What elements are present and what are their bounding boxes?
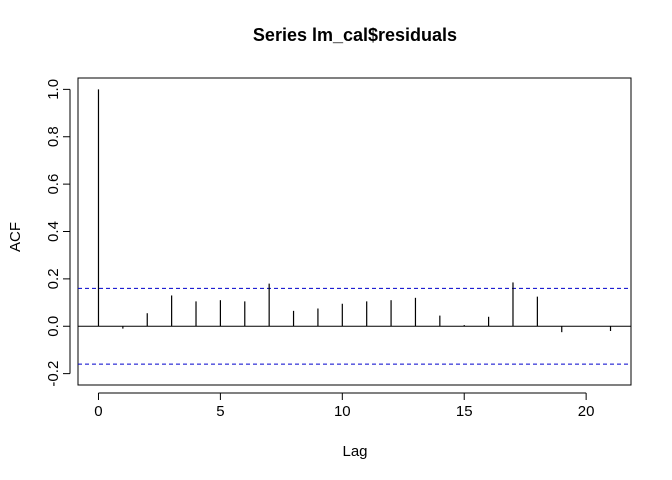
x-tick-label: 0 (94, 403, 102, 420)
x-tick-label: 15 (456, 403, 473, 420)
y-axis-label: ACF (7, 222, 24, 252)
x-tick-label: 20 (578, 403, 595, 420)
y-axis: -0.2 0.0 0.2 0.4 0.6 0.8 1.0 (45, 79, 71, 387)
y-tick-label: 0.2 (45, 268, 62, 289)
y-tick-label: 0.6 (45, 174, 62, 195)
y-tick-label: 1.0 (45, 79, 62, 100)
confidence-bounds (78, 287, 631, 365)
y-tick-label: 0.0 (45, 316, 62, 337)
y-tick-label: 0.4 (45, 221, 62, 242)
y-tick-label: 0.8 (45, 126, 62, 147)
plot-frame (77, 77, 632, 386)
x-axis-label: Lag (342, 443, 367, 460)
chart-title: Series lm_cal$residuals (253, 25, 457, 45)
acf-bars (97, 89, 612, 333)
x-axis: 0 5 10 15 20 (94, 392, 595, 420)
y-tick-label: -0.2 (45, 361, 62, 387)
x-tick-label: 5 (216, 403, 224, 420)
x-tick-label: 10 (334, 403, 351, 420)
